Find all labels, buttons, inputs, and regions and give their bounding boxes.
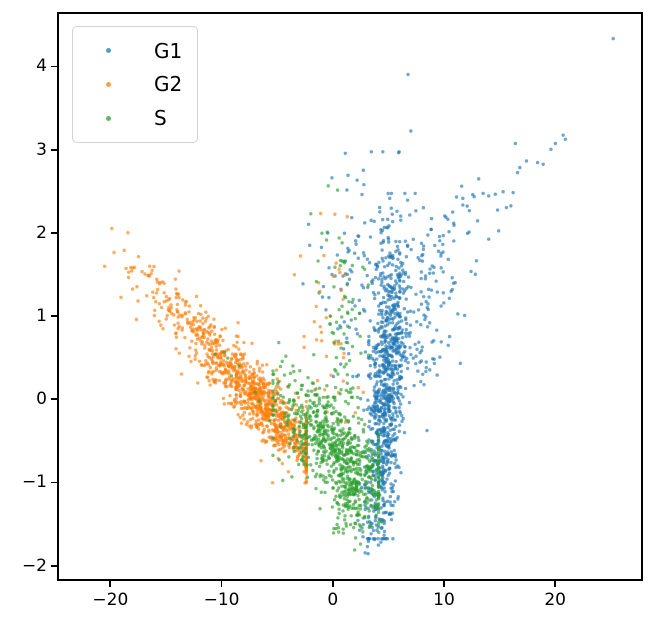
- legend-label-g2: G2: [154, 72, 183, 97]
- legend-label-s: S: [154, 106, 167, 131]
- legend: G1 G2 S: [72, 26, 198, 143]
- x-tick-label: −10: [203, 590, 240, 610]
- y-tick-label: 0: [36, 389, 47, 410]
- x-tick: [331, 581, 334, 587]
- y-tick: [51, 65, 57, 68]
- y-tick: [51, 481, 57, 484]
- y-tick: [51, 315, 57, 317]
- legend-entry-g2: G2: [73, 69, 197, 99]
- y-tick-label: 2: [36, 222, 47, 243]
- legend-marker-s-icon: [106, 115, 111, 121]
- y-tick: [51, 564, 57, 567]
- y-tick: [51, 398, 57, 401]
- y-tick-label: −1: [21, 472, 47, 493]
- y-tick: [51, 231, 57, 234]
- x-tick: [109, 581, 112, 587]
- x-tick: [554, 581, 557, 587]
- y-tick-label: 3: [36, 139, 47, 160]
- y-tick-label: 4: [36, 56, 47, 77]
- legend-entry-g1: G1: [73, 36, 197, 66]
- legend-marker-g1-icon: [106, 48, 111, 54]
- y-tick-label: 1: [36, 306, 47, 327]
- x-tick-label: 20: [544, 590, 566, 610]
- legend-entry-s: S: [73, 103, 197, 133]
- y-tick-label: −2: [21, 555, 47, 576]
- x-tick-label: −20: [92, 590, 129, 610]
- legend-label-g1: G1: [154, 38, 183, 63]
- legend-marker-g2-icon: [106, 81, 111, 87]
- x-tick: [220, 581, 223, 587]
- x-tick-label: 0: [327, 590, 339, 610]
- x-tick-label: 10: [433, 590, 455, 610]
- y-tick: [51, 148, 57, 151]
- x-tick: [443, 581, 445, 587]
